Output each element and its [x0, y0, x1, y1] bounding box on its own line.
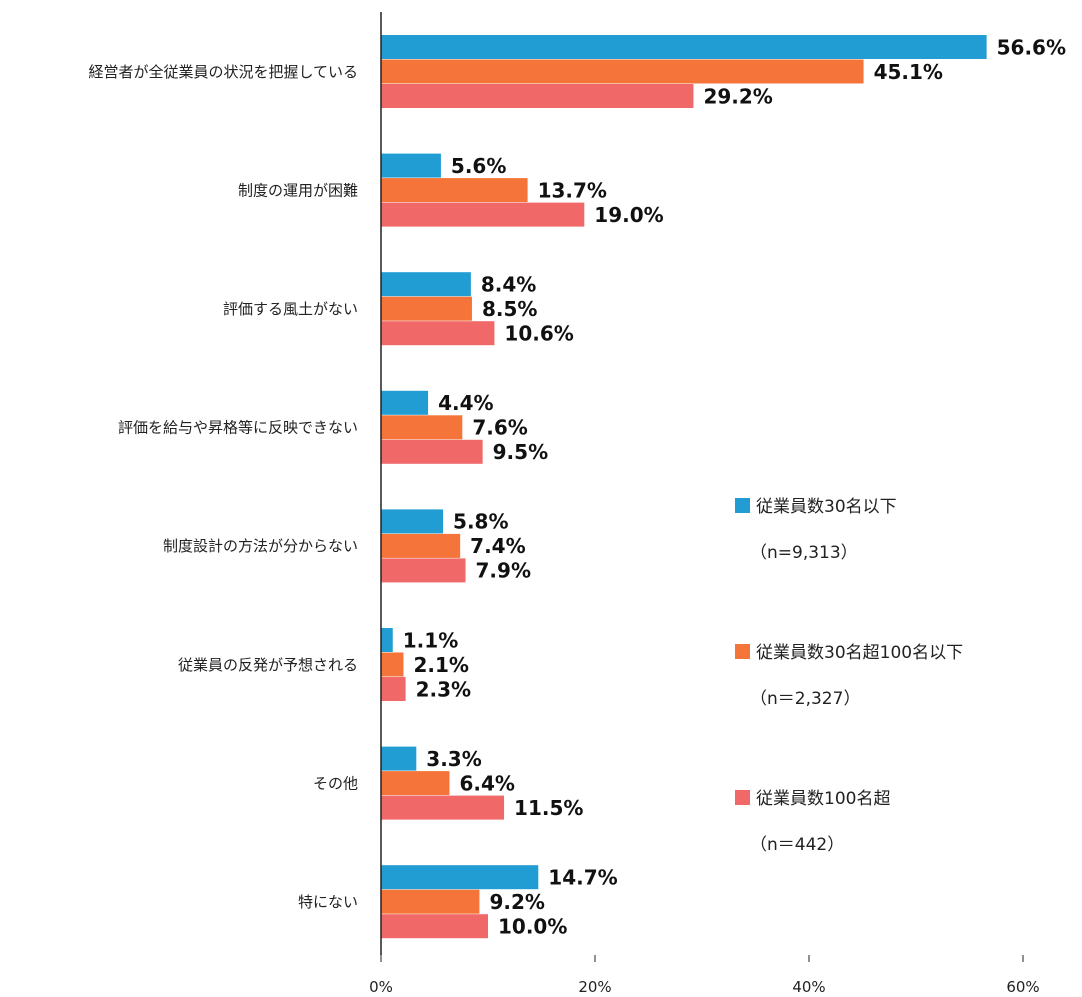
data-label: 11.5% [514, 796, 583, 820]
data-label: 29.2% [703, 84, 772, 108]
bar [381, 321, 495, 346]
data-label: 3.3% [426, 747, 481, 771]
bar [381, 558, 466, 583]
legend-label: 従業員数30名以下 [756, 497, 897, 517]
bar [381, 202, 585, 227]
data-label: 4.4% [438, 391, 493, 415]
bar [381, 178, 528, 203]
category-label: その他 [313, 774, 358, 792]
data-label: 2.3% [416, 677, 471, 701]
category-label: 評価を給与や昇格等に反映できない [118, 419, 358, 437]
x-tick-label: 40% [792, 978, 825, 996]
data-label: 19.0% [594, 203, 663, 227]
data-label: 8.5% [482, 297, 537, 321]
data-label: 8.4% [481, 272, 536, 296]
x-tick-label: 60% [1006, 978, 1039, 996]
bar [381, 652, 404, 677]
bar [381, 865, 539, 890]
data-label: 7.6% [472, 416, 527, 440]
x-tick-label: 20% [578, 978, 611, 996]
data-label: 6.4% [459, 771, 514, 795]
data-label: 9.2% [489, 890, 544, 914]
bar [381, 746, 417, 771]
data-label: 10.6% [504, 321, 573, 345]
legend-n-label: （n＝2,327） [750, 689, 860, 709]
category-label: 制度の運用が困難 [238, 181, 358, 199]
category-label: 従業員の反発が予想される [178, 656, 358, 674]
bar [381, 84, 694, 108]
data-label: 14.7% [548, 865, 617, 889]
bar [381, 533, 461, 558]
bar [381, 889, 480, 914]
legend-swatch [735, 498, 750, 513]
legend-label: 従業員数100名超 [756, 789, 890, 809]
bar [381, 296, 472, 321]
bar [381, 415, 463, 440]
data-label: 45.1% [874, 60, 943, 84]
data-label: 7.9% [476, 559, 531, 583]
bar [381, 272, 471, 297]
data-label: 5.8% [453, 510, 508, 534]
data-label: 10.0% [498, 914, 567, 938]
bar [381, 439, 483, 464]
bar [381, 628, 393, 652]
category-label: 評価する風土がない [223, 300, 358, 318]
bar [381, 35, 987, 59]
bar [381, 914, 488, 939]
x-tick-label: 0% [369, 978, 393, 996]
data-label: 9.5% [493, 440, 548, 464]
category-label: 経営者が全従業員の状況を把握している [88, 63, 358, 81]
bar [381, 153, 441, 178]
bar [381, 795, 505, 820]
data-label: 2.1% [413, 653, 468, 677]
legend-swatch [735, 790, 750, 805]
legend-swatch [735, 644, 750, 659]
bar [381, 390, 429, 415]
bar [381, 771, 450, 796]
category-label: 特にない [298, 893, 358, 911]
data-label: 5.6% [451, 154, 506, 178]
data-label: 56.6% [997, 35, 1066, 59]
data-label: 13.7% [538, 178, 607, 202]
bar [381, 677, 406, 701]
bar [381, 59, 864, 84]
legend-n-label: （n＝442） [750, 835, 844, 855]
bar [381, 509, 444, 534]
legend-label: 従業員数30名超100名以下 [756, 643, 963, 663]
data-label: 7.4% [470, 534, 525, 558]
data-label: 1.1% [403, 628, 458, 652]
category-label: 制度設計の方法が分からない [163, 537, 358, 555]
legend-n-label: （n=9,313） [750, 543, 858, 563]
